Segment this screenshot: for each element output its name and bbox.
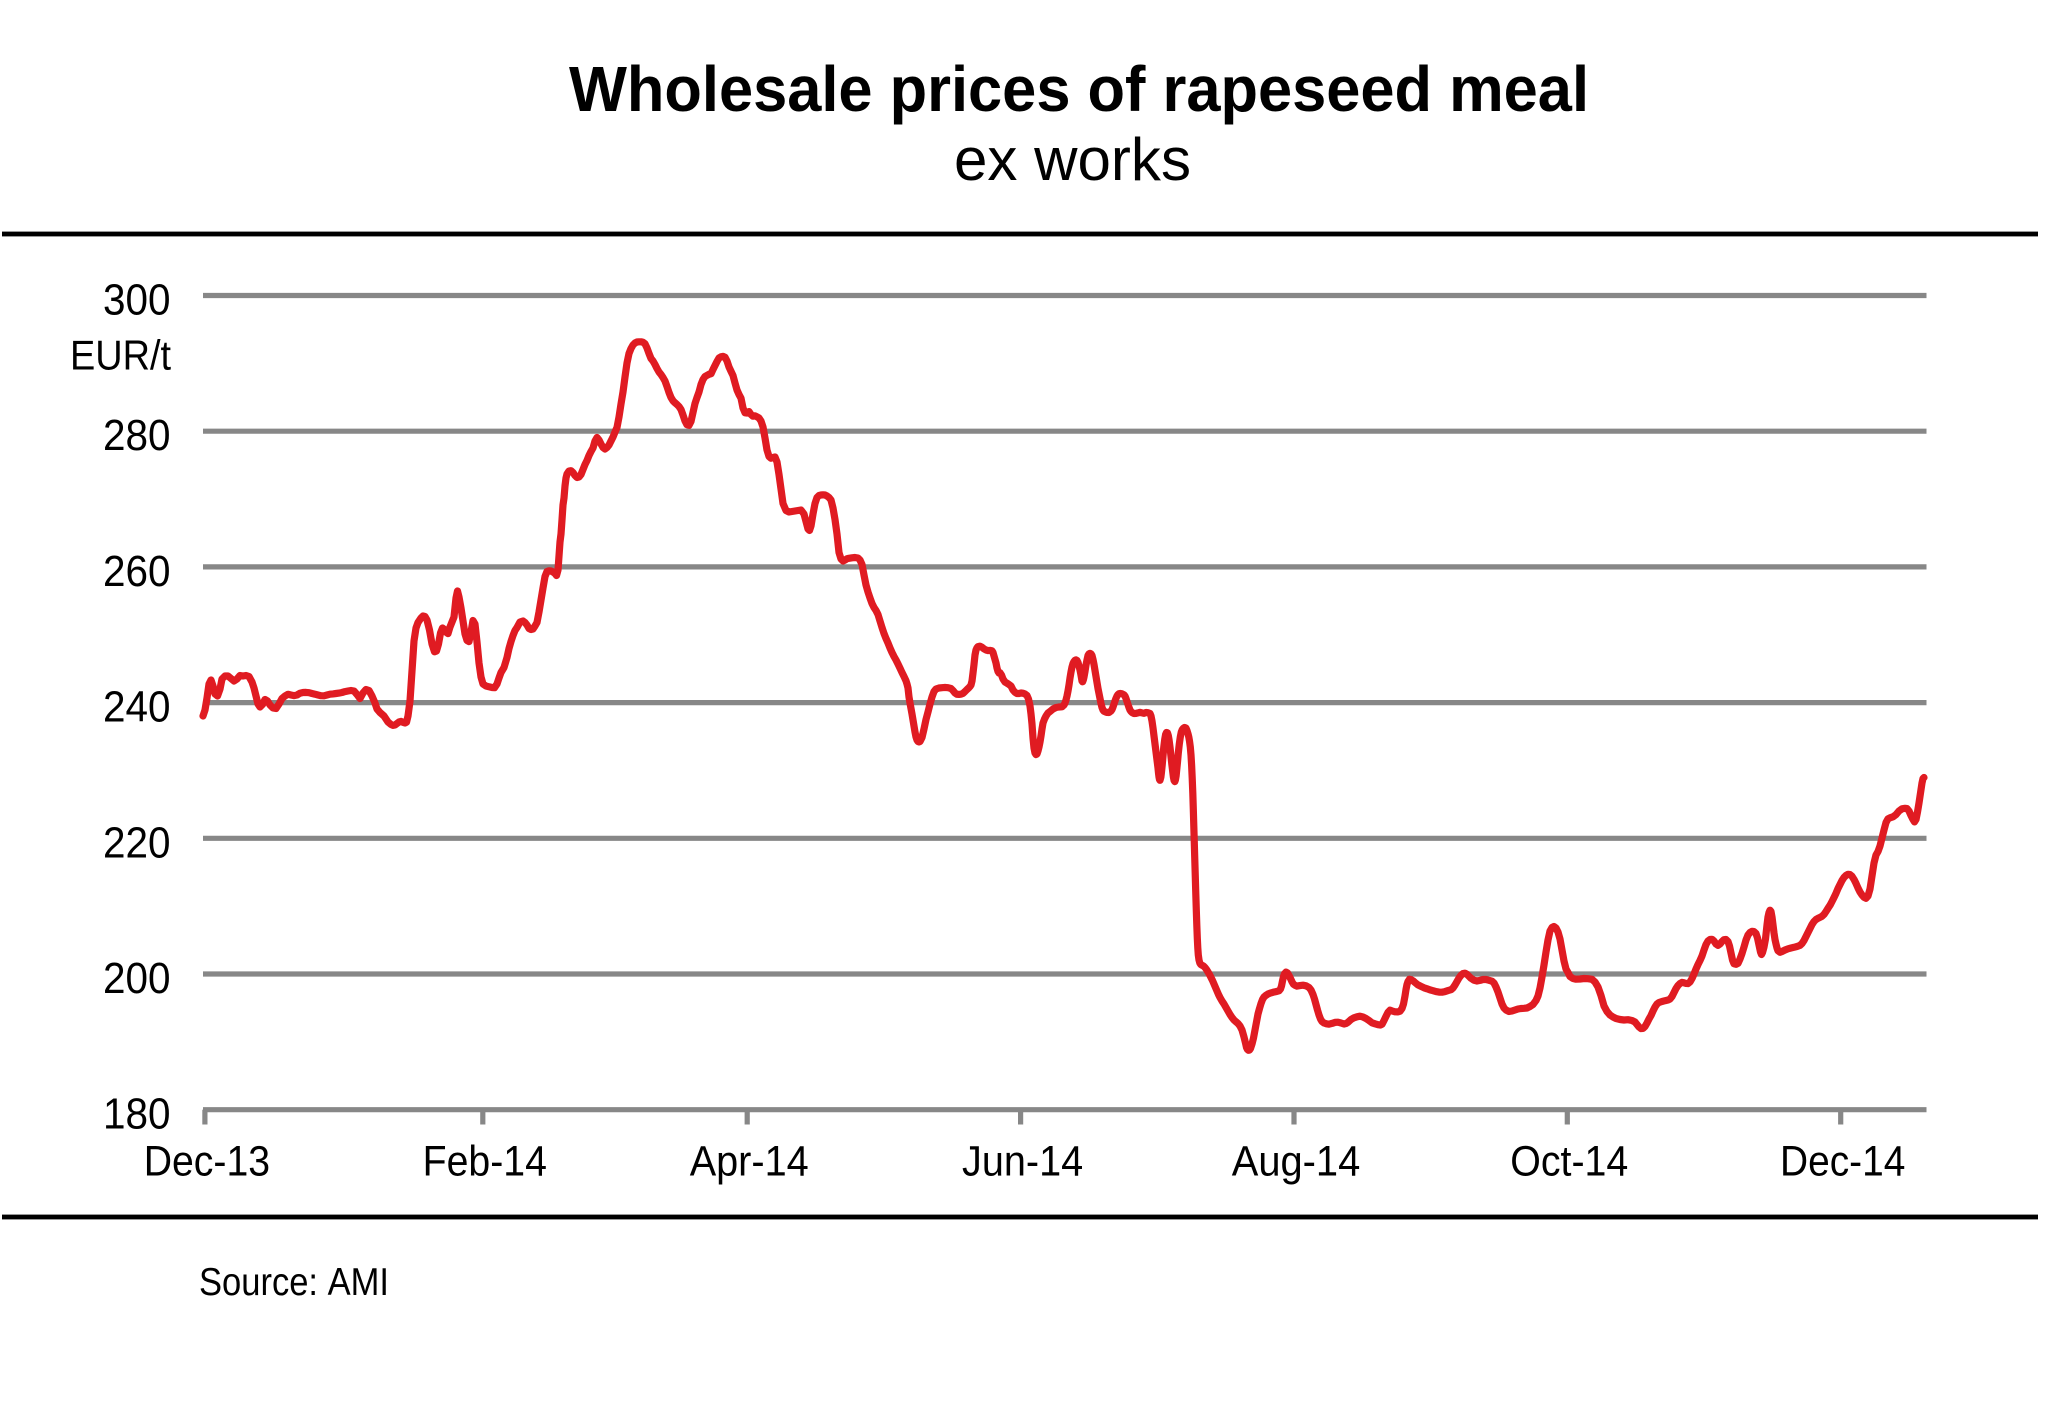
svg-text:280: 280: [103, 412, 171, 460]
svg-text:Source: AMI: Source: AMI: [199, 1261, 389, 1304]
svg-text:Wholesale prices of rapeseed m: Wholesale prices of rapeseed meal: [569, 53, 1589, 125]
svg-text:Apr-14: Apr-14: [690, 1139, 809, 1186]
svg-text:260: 260: [103, 548, 171, 596]
svg-text:Jun-14: Jun-14: [962, 1139, 1083, 1186]
svg-text:Oct-14: Oct-14: [1510, 1139, 1628, 1186]
svg-text:Feb-14: Feb-14: [423, 1139, 547, 1186]
svg-text:Dec-13: Dec-13: [144, 1139, 270, 1186]
svg-text:180: 180: [103, 1091, 171, 1139]
svg-text:EUR/t: EUR/t: [70, 332, 171, 379]
svg-text:240: 240: [103, 684, 171, 732]
svg-text:300: 300: [103, 277, 171, 325]
svg-text:Dec-14: Dec-14: [1780, 1139, 1905, 1186]
svg-text:Aug-14: Aug-14: [1232, 1139, 1361, 1186]
svg-text:200: 200: [103, 955, 171, 1003]
svg-text:220: 220: [103, 819, 171, 867]
svg-text:ex works: ex works: [954, 126, 1191, 193]
